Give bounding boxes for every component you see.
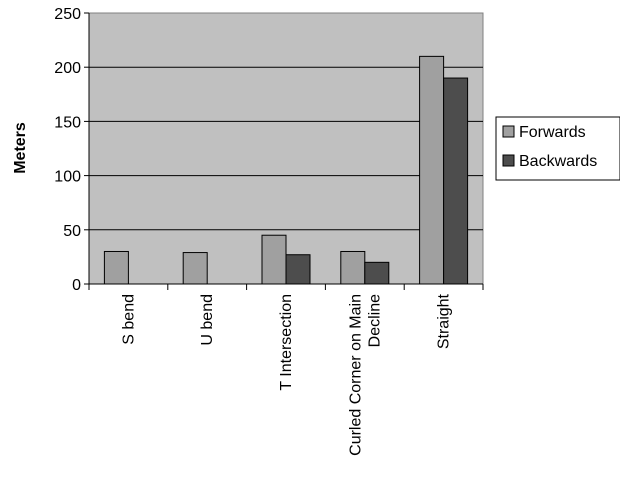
axes: 0 50 100 150 200 250 S bend U bend T Intersectio… [54, 6, 484, 456]
y-tick-label: 200 [54, 60, 81, 77]
y-tick-label: 100 [54, 169, 81, 186]
legend-label-forwards: Forwards [519, 124, 586, 141]
legend-swatch-backwards [502, 154, 515, 167]
y-tick-label: 150 [54, 114, 81, 131]
bar-forwards-4 [419, 55, 445, 285]
bar-forwards-0 [103, 250, 129, 285]
x-tick-label: Straight [436, 293, 453, 349]
x-tick-label: Curled Corner on Main Decline [347, 294, 383, 456]
gridlines [89, 66, 483, 231]
legend-label-backwards: Backwards [519, 153, 597, 170]
legend-swatch-forwards [502, 125, 515, 138]
y-axis-title: Meters [12, 122, 29, 174]
bar-backwards-4 [443, 77, 469, 285]
x-tick-label: U bend [199, 294, 216, 346]
bar-backwards-3 [364, 261, 390, 285]
x-tick-label: T Intersection [278, 294, 295, 391]
y-tick-label: 50 [63, 223, 81, 240]
y-tick-label: 0 [72, 277, 81, 294]
bar-backwards-2 [285, 254, 311, 285]
legend: Forwards Backwards [495, 116, 620, 181]
x-tick-label: S bend [120, 294, 137, 345]
bar-forwards-2 [261, 234, 287, 285]
y-tick-label: 250 [54, 6, 81, 23]
bar-forwards-1 [182, 252, 208, 285]
bar-forwards-3 [340, 250, 366, 285]
legend-box [495, 116, 620, 181]
